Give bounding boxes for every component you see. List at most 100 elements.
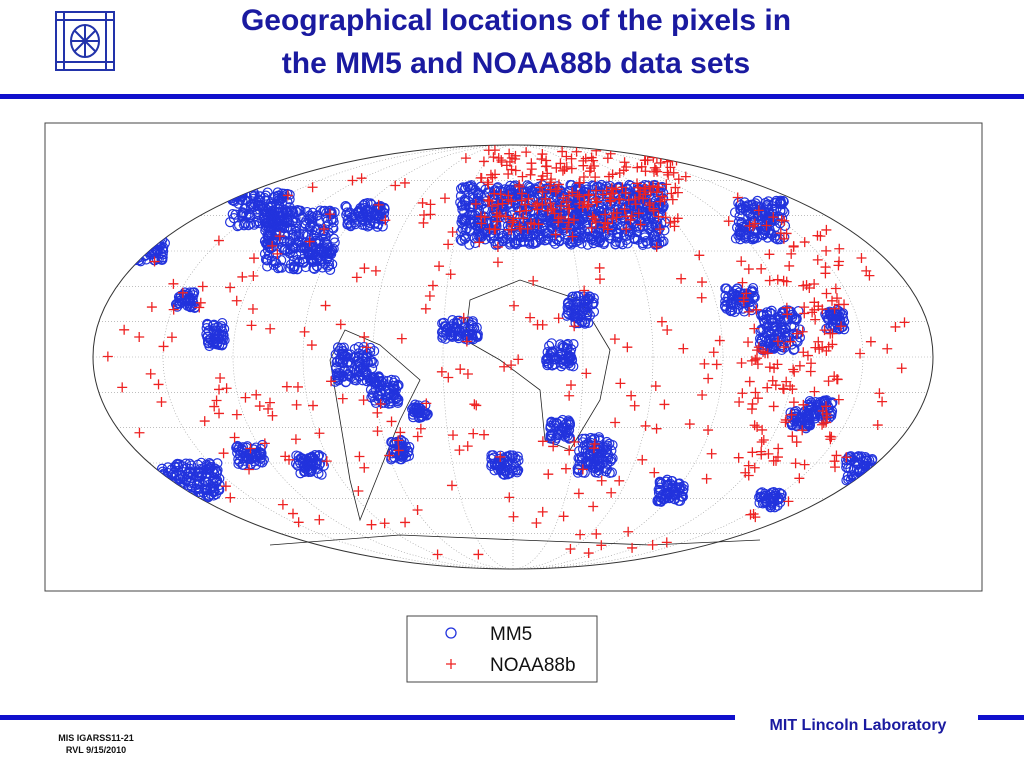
mm5-marker bbox=[365, 218, 376, 229]
mm5-marker bbox=[470, 220, 481, 231]
mm5-marker bbox=[294, 205, 305, 216]
mm5-marker bbox=[362, 204, 373, 215]
mm5-marker bbox=[263, 233, 274, 244]
mm5-marker bbox=[267, 198, 278, 209]
mm5-marker bbox=[171, 299, 182, 310]
mm5-marker bbox=[284, 248, 295, 259]
mm5-marker bbox=[740, 233, 752, 244]
mm5-marker bbox=[259, 248, 271, 260]
mm5-marker bbox=[328, 217, 339, 228]
mm5-marker bbox=[269, 256, 280, 267]
footer-rule bbox=[978, 715, 1024, 720]
mm5-marker bbox=[467, 330, 478, 341]
mm5-marker bbox=[328, 233, 339, 244]
mm5-marker bbox=[528, 238, 539, 250]
mm5-marker bbox=[604, 232, 615, 244]
mm5-marker bbox=[368, 377, 379, 388]
mm5-marker bbox=[259, 192, 270, 203]
mm5-marker bbox=[268, 259, 280, 271]
mm5-marker bbox=[473, 197, 484, 208]
mm5-marker bbox=[382, 375, 393, 387]
mm5-marker bbox=[267, 215, 279, 226]
mm5-marker bbox=[502, 225, 514, 236]
mm5-marker bbox=[365, 384, 377, 395]
mm5-marker bbox=[326, 214, 337, 225]
mm5-marker bbox=[207, 320, 219, 331]
title-line: Geographical locations of the pixels in bbox=[241, 4, 791, 37]
mm5-marker bbox=[540, 214, 551, 225]
mm5-marker bbox=[311, 253, 322, 265]
mm5-marker bbox=[351, 375, 362, 386]
mm5-marker bbox=[276, 255, 287, 266]
mm5-marker bbox=[452, 318, 463, 329]
mm5-marker bbox=[310, 235, 321, 246]
mm5-marker bbox=[460, 182, 471, 193]
mm5-marker bbox=[266, 218, 277, 230]
mm5-marker bbox=[288, 261, 299, 272]
mm5-marker bbox=[359, 220, 370, 231]
mm5-marker bbox=[467, 182, 479, 193]
mm5-marker bbox=[624, 179, 635, 191]
mm5-marker bbox=[459, 233, 470, 245]
mm5-marker bbox=[465, 183, 477, 195]
title-line: the MM5 and NOAA88b data sets bbox=[282, 47, 750, 80]
mm5-marker bbox=[591, 235, 602, 246]
mm5-marker bbox=[285, 259, 297, 270]
mm5-marker bbox=[345, 371, 356, 383]
mm5-marker bbox=[527, 186, 538, 198]
mm5-marker bbox=[526, 185, 537, 196]
mm5-marker bbox=[217, 317, 228, 329]
mm5-marker bbox=[612, 228, 623, 239]
mm5-marker bbox=[283, 217, 294, 228]
mm5-marker bbox=[291, 206, 303, 218]
mm5-marker bbox=[465, 202, 476, 213]
mm5-marker bbox=[313, 238, 325, 249]
mm5-marker bbox=[333, 372, 344, 383]
mm5-marker bbox=[331, 357, 342, 368]
mm5-marker bbox=[455, 197, 466, 208]
mm5-marker bbox=[262, 261, 273, 272]
mm5-marker bbox=[265, 210, 277, 221]
mm5-marker bbox=[342, 218, 353, 229]
mm5-marker bbox=[345, 221, 356, 232]
mm5-marker bbox=[248, 199, 259, 210]
mm5-marker bbox=[498, 201, 509, 212]
mm5-marker bbox=[326, 207, 337, 218]
mm5-marker bbox=[576, 238, 587, 249]
mm5-marker bbox=[637, 221, 648, 232]
mm5-marker bbox=[311, 210, 322, 222]
mm5-marker bbox=[488, 230, 499, 241]
mm5-marker bbox=[769, 197, 780, 209]
meridian bbox=[162, 145, 864, 569]
mm5-marker bbox=[274, 262, 285, 273]
mm5-marker bbox=[260, 190, 271, 201]
mm5-marker bbox=[262, 255, 273, 266]
mm5-marker bbox=[321, 212, 332, 224]
mm5-marker bbox=[455, 234, 466, 245]
mm5-marker bbox=[320, 246, 332, 258]
mm5-marker bbox=[321, 207, 332, 219]
mm5-marker bbox=[478, 203, 490, 215]
mm5-marker bbox=[447, 314, 458, 326]
legend-label: NOAA88b bbox=[490, 655, 576, 676]
mm5-marker bbox=[519, 186, 530, 197]
mm5-marker bbox=[469, 322, 480, 334]
mm5-marker bbox=[304, 210, 315, 221]
mm5-marker bbox=[612, 218, 623, 229]
mm5-marker bbox=[276, 192, 287, 203]
mm5-marker bbox=[370, 217, 381, 228]
mm5-marker bbox=[333, 375, 344, 386]
mm5-marker bbox=[240, 218, 251, 229]
mm5-marker bbox=[575, 207, 587, 218]
globe-outline bbox=[92, 144, 934, 570]
mm5-marker bbox=[291, 226, 302, 237]
mm5-marker bbox=[376, 208, 387, 220]
mm5-marker bbox=[543, 228, 554, 239]
mm5-marker bbox=[261, 218, 272, 229]
mm5-marker bbox=[353, 365, 364, 376]
mm5-marker bbox=[451, 322, 462, 333]
mm5-marker bbox=[388, 377, 399, 388]
mm5-marker bbox=[391, 393, 402, 404]
mm5-marker bbox=[466, 207, 477, 218]
mm5-marker bbox=[287, 215, 299, 227]
